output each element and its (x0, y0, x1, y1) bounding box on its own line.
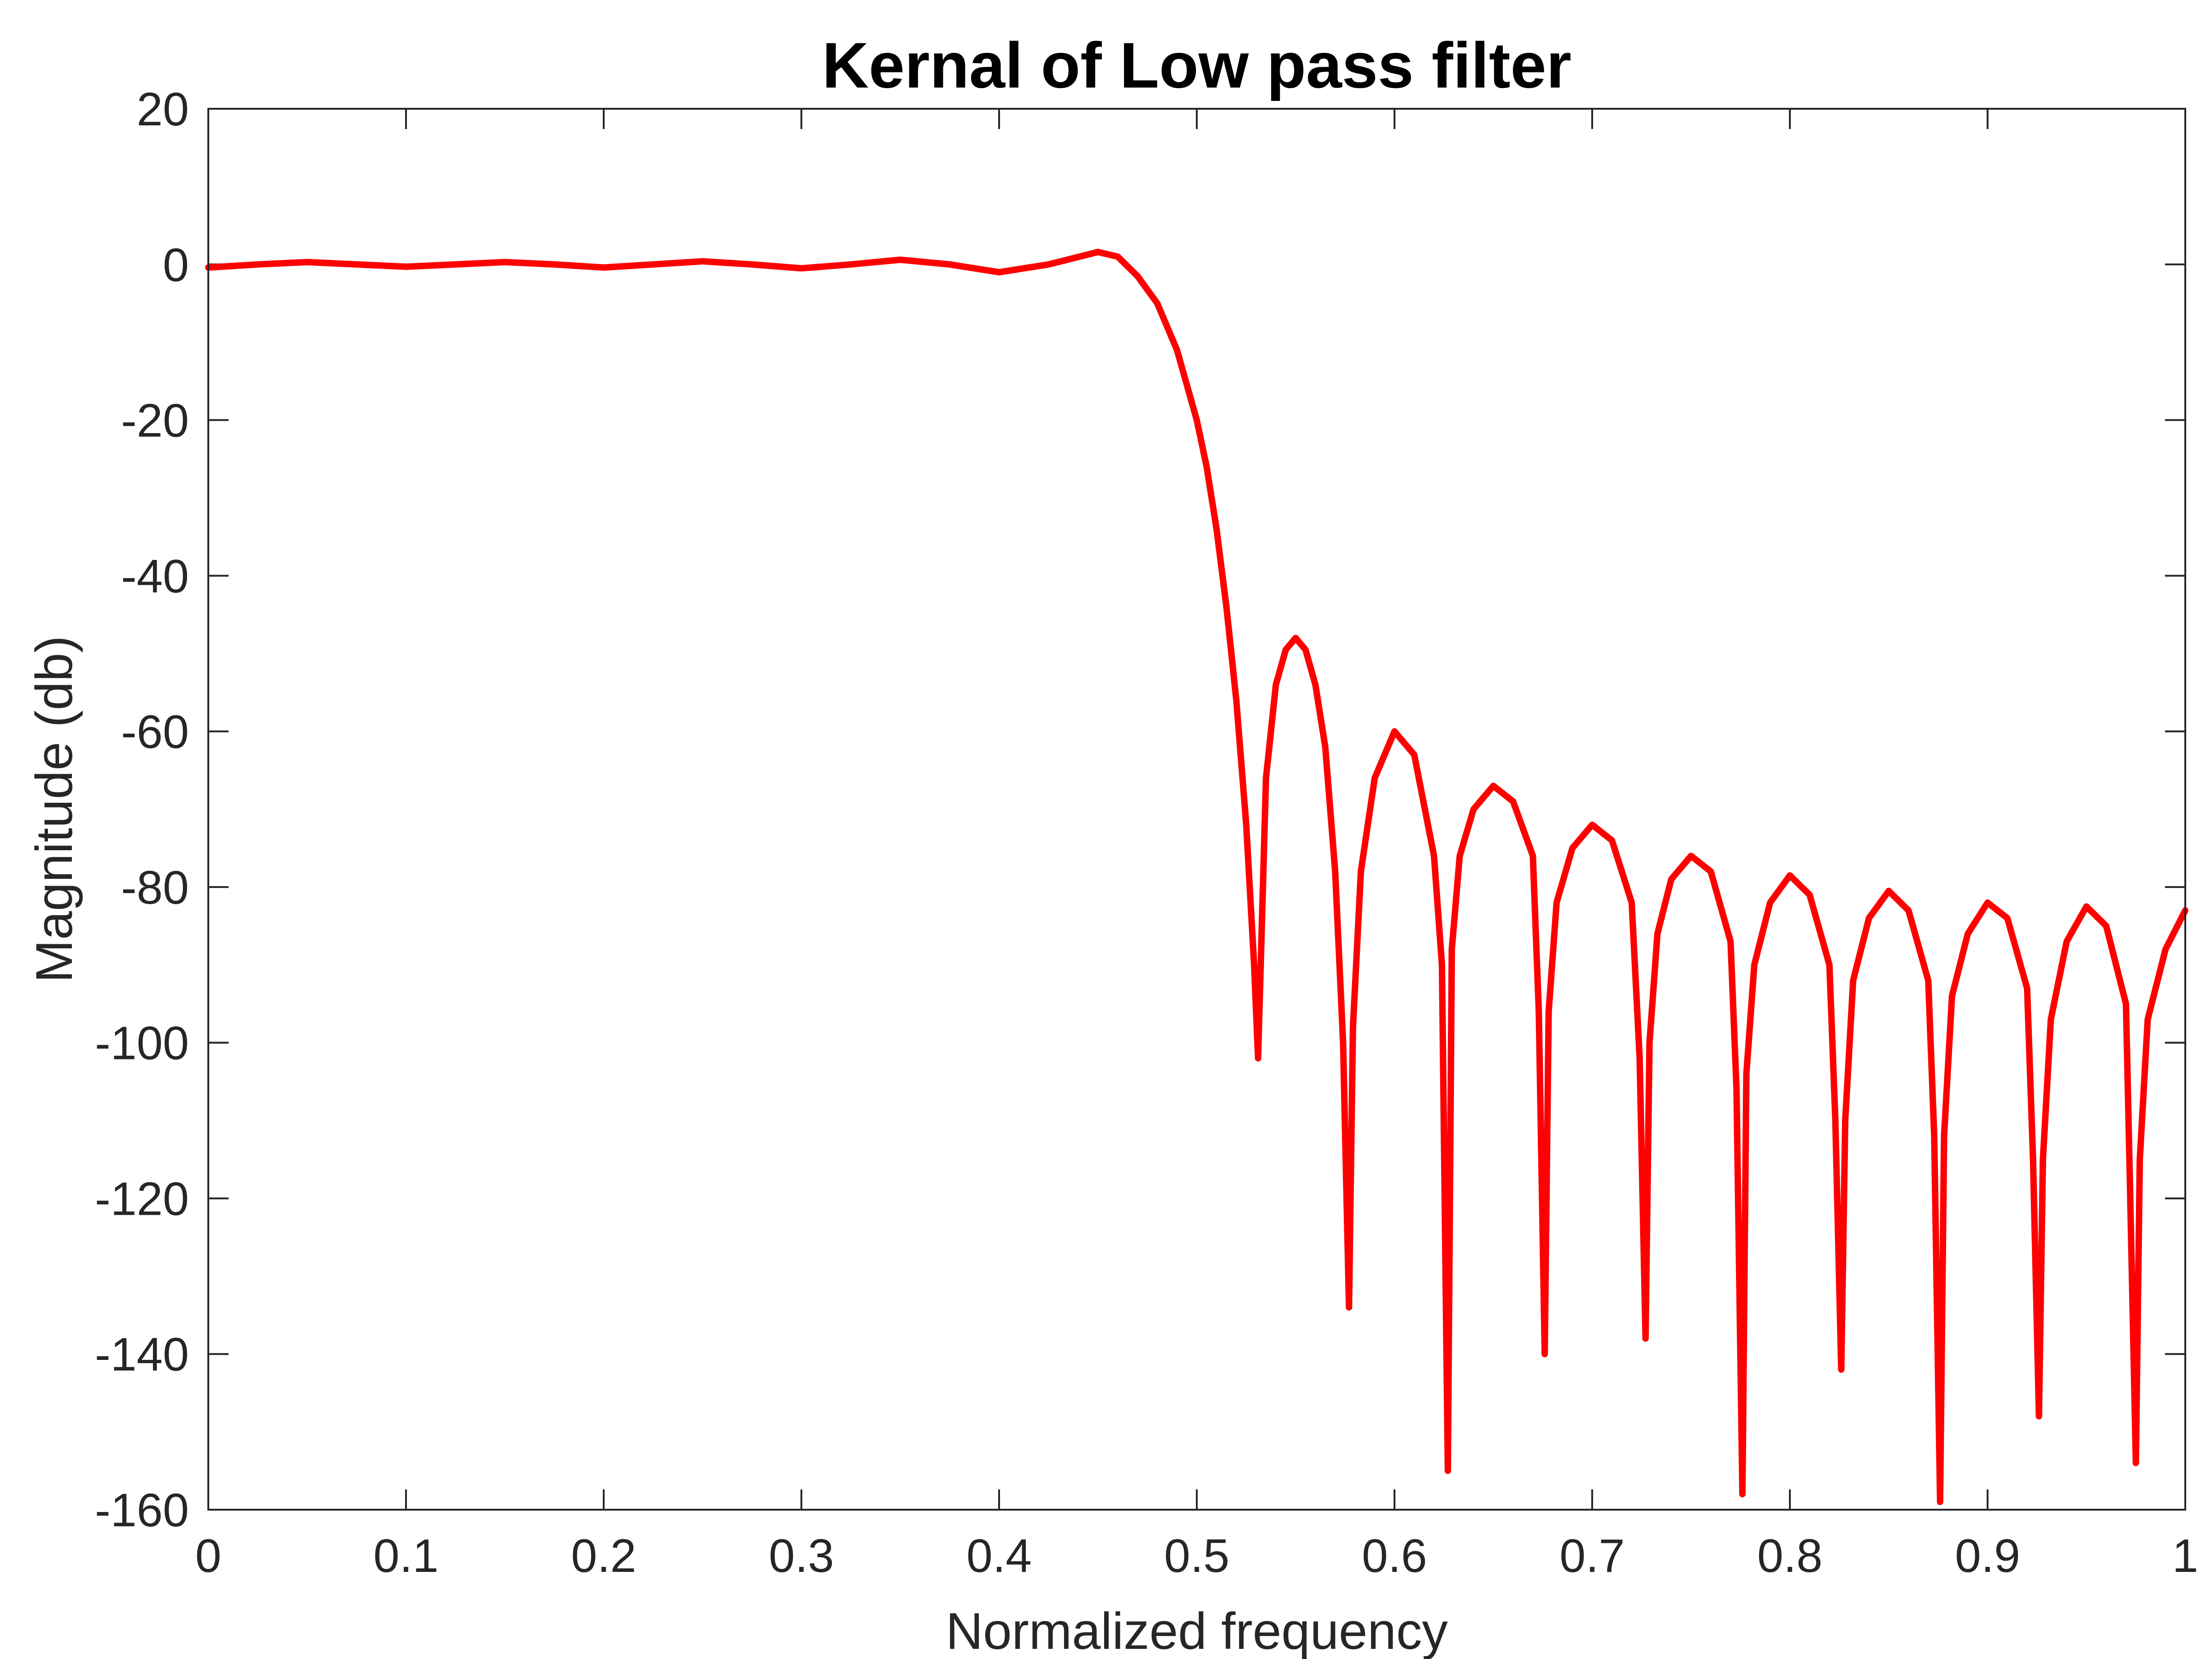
y-tick-label: -160 (95, 1484, 189, 1536)
y-tick-label: -80 (121, 861, 189, 914)
x-tick-label: 0.3 (769, 1530, 834, 1582)
x-tick-label: 0.5 (1164, 1530, 1230, 1582)
x-tick-label: 0 (195, 1530, 222, 1582)
x-tick-labels: 0 0.1 0.2 0.3 0.4 0.5 0.6 0.7 0.8 0.9 1 (195, 1530, 2199, 1582)
x-tick-label: 1 (2172, 1530, 2199, 1582)
x-tick-label: 0.4 (966, 1530, 1032, 1582)
y-axis-label: Magnitude (db) (25, 635, 83, 982)
series-layer (205, 248, 2188, 1506)
plot-frame (207, 108, 2186, 1511)
y-tick-labels: 20 0 -20 -40 -60 -80 -100 -120 -140 -160 (95, 83, 189, 1536)
x-axis-label: Normalized frequency (946, 1602, 1447, 1659)
y-tick-label: -20 (121, 394, 189, 447)
x-tick-label: 0.8 (1757, 1530, 1823, 1582)
y-tick-label: 20 (137, 83, 189, 135)
x-tick-label: 0.9 (1955, 1530, 2020, 1582)
x-tick-label: 0.1 (373, 1530, 439, 1582)
y-tick-label: -100 (95, 1017, 189, 1070)
y-tick-label: 0 (163, 239, 189, 291)
x-tick-label: 0.7 (1559, 1530, 1625, 1582)
y-tick-label: -60 (121, 706, 189, 758)
y-tick-label: -140 (95, 1328, 189, 1381)
x-tick-label: 0.2 (571, 1530, 636, 1582)
series-line (205, 248, 2188, 1506)
chart-title: Kernal of Low pass filter (822, 29, 1571, 101)
x-tick-label: 0.6 (1362, 1530, 1427, 1582)
plot-area (208, 109, 2185, 1510)
y-tick-label: -40 (121, 550, 189, 602)
y-tick-label: -120 (95, 1172, 189, 1225)
